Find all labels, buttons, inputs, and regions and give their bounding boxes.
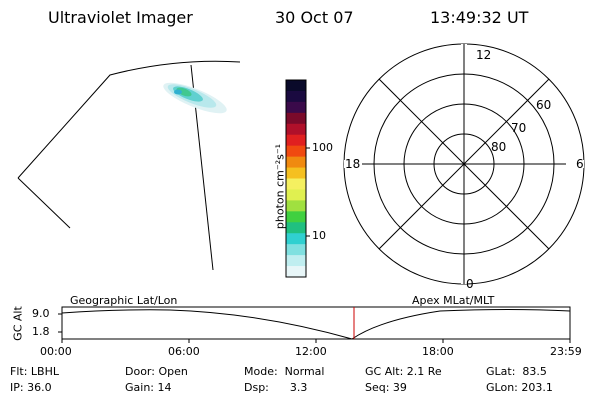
colorbar-unit-label: photon cm⁻²s⁻¹ [273,143,287,230]
info-ip: IP: 36.0 [10,381,52,394]
colorbar-segment [286,167,306,179]
mlt-label-6: 6 [576,157,584,171]
timeline-xtick-0: 00:00 [40,345,72,358]
colorbar-segment [286,211,306,223]
mlt-label-0: 0 [466,277,474,291]
colorbar-frame [285,79,307,278]
colorbar-segment [286,90,306,103]
date-label: 30 Oct 07 [275,8,354,27]
colorbar-segment [286,134,306,147]
timeline-left-caption: Geographic Lat/Lon [70,294,178,307]
colorbar-segment [286,233,306,245]
colorbar-segment [286,255,306,267]
instrument-title: Ultraviolet Imager [48,8,193,27]
info-gain: Gain: 14 [125,381,172,394]
lat-label-70: 70 [511,121,527,135]
info-seq: Seq: 39 [365,381,407,394]
lat-label-80: 80 [491,140,507,154]
geographic-map-boundary [17,60,241,179]
geographic-map-boundary-lower [17,177,71,229]
colorbar-segment [286,189,306,201]
info-door: Door: Open [125,365,188,378]
timeline-xtick-4: 23:59 [550,345,582,358]
colorbar-segment [286,123,306,136]
info-gc-alt: GC Alt: 2.1 Re [365,365,442,378]
info-dsp: Dsp: 3.3 [244,381,308,394]
colorbar-segment [286,156,306,169]
colorbar-segment [286,101,306,114]
timeline-panel [58,306,571,343]
info-glat: GLat: 83.5 [486,365,547,378]
timeline-xtick-1: 06:00 [168,345,200,358]
timeline-ytick-label-1: 1.8 [32,325,50,338]
timeline-axis-label: GC Alt [11,306,25,341]
altitude-curve [61,309,571,340]
timeline-frame [61,306,571,340]
colorbar-segment [286,112,306,125]
timeline-ytick-label-9: 9.0 [32,307,50,320]
info-filter: Flt: LBHL [10,365,59,378]
mlt-label-12: 12 [476,48,492,62]
info-glon: GLon: 203.1 [486,381,553,394]
colorbar-segment [286,178,306,190]
colorbar-segment [286,266,306,278]
aurora-emission-patch [163,82,227,114]
colorbar-segment [286,200,306,212]
geographic-image-panel [17,60,241,271]
colorbar [286,80,306,278]
colorbar-label-100: 100 [312,141,333,154]
timeline-xtick-2: 12:00 [295,345,327,358]
colorbar-segment [286,80,306,92]
mlt-label-18: 18 [345,157,361,171]
info-mode: Mode: Normal [244,365,325,378]
timeline-xtick-3: 18:00 [422,345,454,358]
colorbar-segment [286,244,306,256]
lat-label-60: 60 [536,98,552,112]
timeline-right-caption: Apex MLat/MLT [412,294,495,307]
colorbar-label-10: 10 [312,229,326,242]
colorbar-segment [286,222,306,234]
time-label: 13:49:32 UT [430,8,529,27]
colorbar-segment [286,145,306,158]
